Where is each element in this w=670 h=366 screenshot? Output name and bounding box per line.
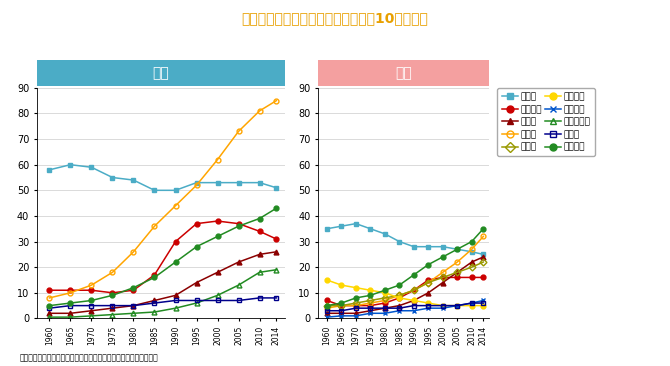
Text: 主な部位別がん死亡率の推移（人口10万人対）: 主な部位別がん死亡率の推移（人口10万人対） [242, 11, 428, 25]
Text: 女性: 女性 [395, 66, 412, 80]
Legend: 胃がん, 肝臓がん, 膵がん, 肺がん, 乳がん, 子宮がん, 卵巣がん, 前立腺がん, 白血病, 大腸がん: 胃がん, 肝臓がん, 膵がん, 肺がん, 乳がん, 子宮がん, 卵巣がん, 前立… [497, 88, 595, 156]
Text: 男性: 男性 [153, 66, 169, 80]
Text: 資料：国立がん研究センターがん情報サービス「がん登録・統計」: 資料：国立がん研究センターがん情報サービス「がん登録・統計」 [20, 353, 159, 362]
